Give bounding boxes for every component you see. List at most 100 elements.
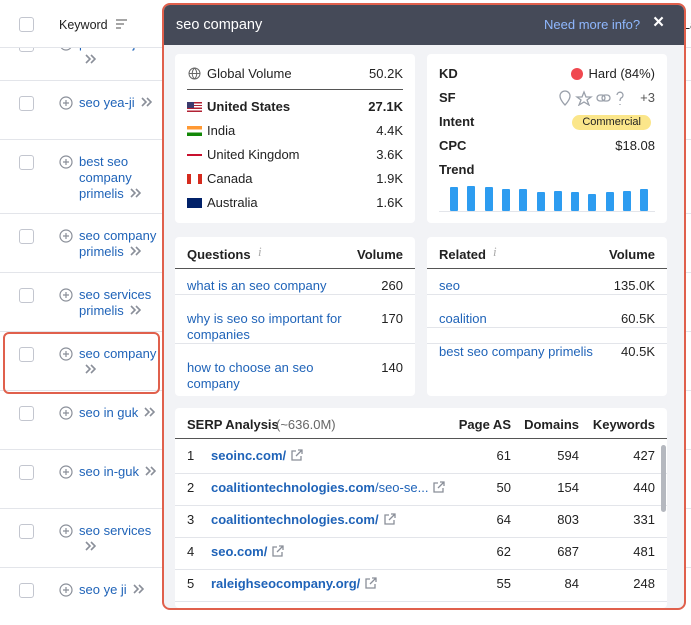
row-checkbox[interactable]: [19, 406, 34, 421]
serp-header-divider: [175, 438, 667, 439]
serp-url[interactable]: coalitiontechnologies.com/: [211, 512, 396, 529]
keyword-text-wrap: seo services: [79, 523, 161, 555]
serp-url[interactable]: coalitiontechnologies.com/seo-se...: [211, 480, 446, 497]
list-item-volume: 135.0K: [613, 278, 655, 293]
keyword-open[interactable]: [85, 362, 97, 378]
keyword-header[interactable]: Keyword: [59, 18, 108, 32]
country-name: Canada: [207, 171, 253, 186]
add-icon: [59, 347, 73, 364]
serp-domain[interactable]: raleighseocompany.org/: [211, 576, 361, 591]
serp-path[interactable]: /seo-se...: [374, 480, 429, 495]
keyword-link[interactable]: seo ye ji: [79, 582, 127, 597]
row-highlight: [3, 332, 160, 394]
keyword-link[interactable]: seo in-guk: [79, 464, 139, 479]
keyword-popup: seo company Need more info? × Global Vol…: [162, 3, 686, 610]
keyword-open[interactable]: [141, 95, 152, 111]
external-link-icon: [272, 545, 285, 557]
row-checkbox[interactable]: [19, 524, 34, 539]
keyword-open[interactable]: [133, 582, 144, 598]
chevron-icon: [133, 584, 144, 594]
keyword-link[interactable]: seo company primelis: [79, 228, 157, 259]
row-checkbox[interactable]: [19, 465, 34, 480]
add-icon: [59, 524, 73, 541]
row-checkbox[interactable]: [19, 347, 34, 362]
keyword-link[interactable]: seo yea-ji: [79, 95, 135, 110]
serp-title: SERP Analysis: [187, 417, 279, 432]
globe-icon-svg: [188, 67, 201, 80]
keyword-open[interactable]: [85, 539, 97, 555]
list-item-link[interactable]: best seo company primelis: [439, 344, 593, 359]
country-flag: [187, 150, 202, 160]
serp-domain[interactable]: coalitiontechnologies.com: [211, 480, 375, 495]
external-link[interactable]: [433, 481, 446, 497]
keyword-open[interactable]: [130, 186, 141, 202]
row-divider: [175, 294, 415, 295]
related-card: Related i Volume seo 135.0K coalition 60.5K bes…: [427, 237, 667, 396]
keyword-link[interactable]: seo services: [79, 523, 152, 538]
keyword-link[interactable]: seo company: [79, 346, 157, 361]
external-link[interactable]: [291, 449, 303, 465]
serp-keywords: 427: [633, 448, 655, 463]
serp-url[interactable]: raleighseocompany.org/: [211, 576, 377, 593]
keyword-open[interactable]: [144, 405, 156, 421]
list-item-link[interactable]: seo: [439, 278, 460, 293]
serp-domain[interactable]: seoinc.com/: [211, 448, 287, 463]
keyword-text-wrap: seo company primelis: [79, 228, 161, 260]
metrics-card: KD SF Intent CPC Trend Hard (84%) +3 Commercial…: [427, 54, 667, 223]
keyword-open[interactable]: [130, 303, 141, 319]
volume-header: Volume: [609, 247, 655, 262]
keyword-text-wrap: seo in-guk: [79, 464, 161, 480]
row-divider: [427, 343, 667, 344]
keyword-open[interactable]: [85, 52, 97, 68]
serp-column-header: Page AS: [458, 417, 511, 432]
row-checkbox[interactable]: [19, 229, 34, 244]
popup-title: seo company: [176, 17, 263, 33]
keyword-open[interactable]: [145, 464, 157, 480]
serp-keywords: 481: [633, 544, 655, 559]
keyword-open[interactable]: [130, 244, 141, 260]
row-checkbox[interactable]: [19, 155, 34, 170]
close-button[interactable]: ×: [653, 12, 665, 33]
add-icon-svg: [59, 229, 73, 243]
list-item-link[interactable]: what is an seo company: [187, 278, 327, 293]
row-checkbox[interactable]: [19, 96, 34, 111]
external-link[interactable]: [272, 545, 285, 561]
list-item-link[interactable]: how to choose an seo company: [187, 360, 314, 391]
help-link[interactable]: Need more info?: [544, 17, 641, 32]
list-item-link[interactable]: coalition: [439, 311, 487, 326]
serp-row-divider: [175, 473, 667, 474]
list-item-link[interactable]: why is seo so important for companies: [187, 311, 342, 342]
serp-row-divider: [175, 505, 667, 506]
country-name: United States: [207, 99, 291, 114]
sort-icon[interactable]: [115, 18, 128, 30]
add-icon-svg: [59, 288, 73, 302]
global-volume-value: 50.2K: [369, 66, 403, 81]
row-divider: [175, 343, 415, 344]
trend-bar: [571, 192, 580, 211]
serp-domain[interactable]: coalitiontechnologies.com/: [211, 512, 379, 527]
row-checkbox[interactable]: [19, 288, 34, 303]
popup-header: seo company Need more info? ×: [164, 5, 684, 45]
info-icon-svg: i: [493, 244, 497, 259]
add-icon-svg: [59, 583, 73, 597]
row-checkbox[interactable]: [19, 583, 34, 598]
add-icon: [59, 155, 73, 172]
serp-url[interactable]: seoinc.com/: [211, 448, 303, 465]
serp-domain[interactable]: seo.com/: [211, 544, 268, 559]
serp-column-header: Keywords: [592, 417, 655, 432]
country-volume: 3.6K: [376, 147, 403, 162]
keyword-link[interactable]: seo in guk: [79, 405, 139, 420]
keyword-link[interactable]: best seo company primelis: [79, 154, 132, 201]
scrollbar-thumb[interactable]: [661, 445, 666, 512]
serp-domains: 154: [557, 480, 579, 495]
serp-keywords: 440: [633, 480, 655, 495]
external-link[interactable]: [383, 513, 396, 529]
trend-bar: [467, 186, 476, 211]
serp-page-as: 55: [496, 576, 511, 591]
add-icon: [59, 96, 73, 113]
serp-column-header: Domains: [524, 417, 579, 432]
select-all-checkbox[interactable]: [19, 17, 34, 32]
serp-url[interactable]: seo.com/: [211, 544, 285, 561]
keyword-link[interactable]: seo services primelis: [79, 287, 152, 318]
external-link[interactable]: [365, 577, 377, 593]
